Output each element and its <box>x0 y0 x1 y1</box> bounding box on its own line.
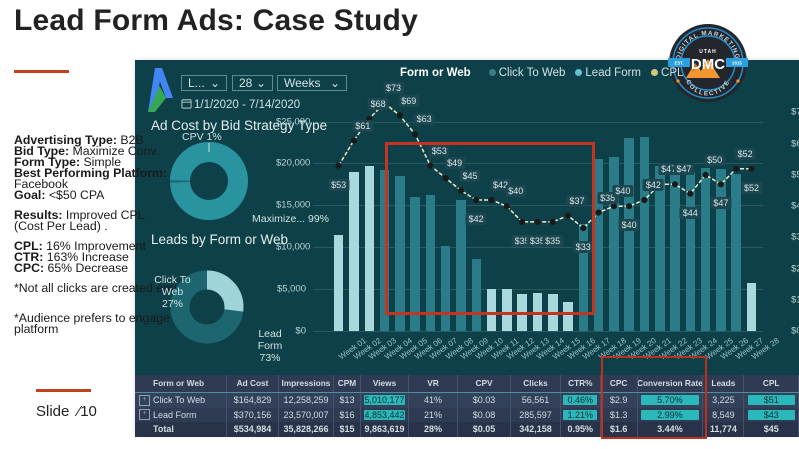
svg-text:2015: 2015 <box>732 61 742 66</box>
svg-text:UTAH: UTAH <box>699 49 717 55</box>
svg-text:DMC: DMC <box>691 56 725 73</box>
svg-text:EST.: EST. <box>674 61 683 66</box>
